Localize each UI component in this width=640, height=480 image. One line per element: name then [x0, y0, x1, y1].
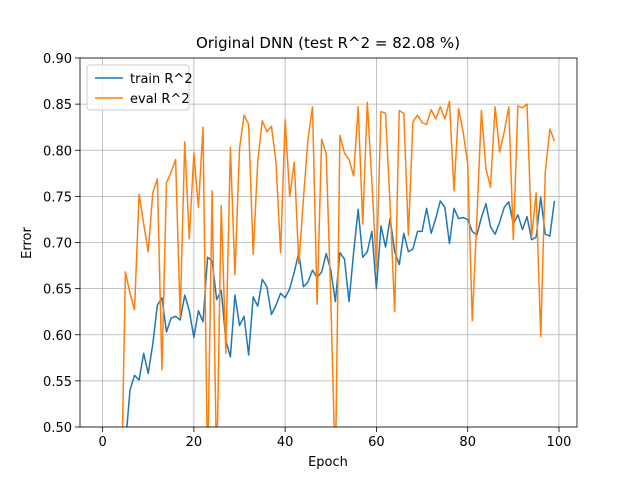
- y-tick-label: 0.65: [43, 283, 72, 298]
- y-tick-label: 0.60: [43, 329, 72, 344]
- chart-title: Original DNN (test R^2 = 82.08 %): [196, 34, 460, 52]
- y-tick-label: 0.85: [43, 98, 72, 113]
- x-tick-label: 40: [277, 435, 294, 450]
- y-tick-label: 0.55: [43, 375, 72, 390]
- grid: [80, 57, 577, 428]
- y-tick-label: 0.90: [43, 52, 72, 67]
- legend-label: eval R^2: [130, 92, 190, 107]
- legend-label: train R^2: [130, 72, 193, 87]
- y-tick-label: 0.80: [43, 144, 72, 159]
- x-tick-label: 0: [98, 435, 106, 450]
- y-tick-label: 0.70: [43, 237, 72, 252]
- x-tick-label: 80: [459, 435, 476, 450]
- y-tick-label: 0.75: [43, 190, 72, 205]
- plot-area: [121, 100, 556, 427]
- legend: train R^2 eval R^2: [86, 64, 193, 111]
- y-tick-label: 0.50: [43, 421, 72, 436]
- x-tick-label: 100: [547, 435, 572, 450]
- series-line: [126, 196, 556, 427]
- y-axis-label: Error: [20, 227, 35, 259]
- x-tick-label: 60: [368, 435, 385, 450]
- x-tick-label: 20: [186, 435, 203, 450]
- x-axis-label: Epoch: [308, 455, 348, 470]
- series-line: [121, 100, 556, 427]
